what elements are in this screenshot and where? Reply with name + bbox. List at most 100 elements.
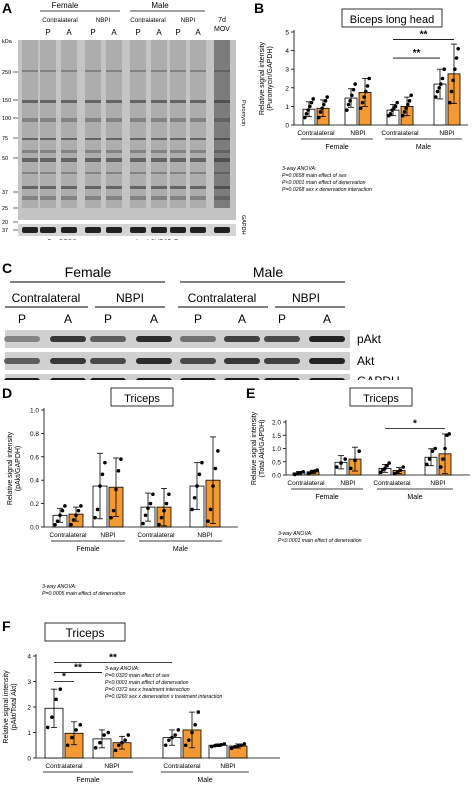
blot-band [22,172,38,174]
sex-label: Male [253,264,284,280]
blot-band [50,358,86,364]
kda-marker: 50 [2,156,8,162]
data-point [196,710,201,714]
data-point [323,99,328,103]
y-tick-label: 5 [285,30,289,37]
data-point [435,89,440,94]
kda-marker: 100 [2,116,11,122]
anova-text: P=0.0372 sex x treatment interaction [105,687,190,693]
legend-a: A = ACVR2B-Fc [135,239,182,240]
panel-label: B [254,0,265,16]
blot-band [190,138,206,140]
gapdh-band [106,227,122,233]
anova-text: 3-way ANOVA: [42,584,77,590]
significance-label: ** [420,29,428,40]
data-point [120,740,124,745]
blot-band [130,100,146,103]
y-tick-label: 1.0 [30,408,39,415]
data-point [170,735,174,740]
data-point [401,113,405,118]
y-axis-label: (pAkt/Total Akt) [11,683,18,730]
data-point [236,744,240,748]
blot-band [40,172,56,174]
panel-d: D Triceps 0.0 0.2 0.4 0.6 0.8 1.0 Relative sign… [0,385,242,610]
blot-band [22,100,38,103]
data-point [187,738,191,742]
sex-label: Male [416,144,431,151]
blot-band [224,358,260,364]
data-point [365,84,370,88]
data-point [58,687,63,691]
y-tick-label: 0.0 [272,473,281,480]
data-point [447,432,451,436]
gapdh-band [130,227,146,233]
data-point [65,743,70,748]
anova-text: P=0.0268 sex x denervation interaction [282,187,372,193]
blot-band [151,138,167,140]
anova-text: P=0.0260 sex x denervation x treatment i… [105,694,222,700]
panel-label: F [2,618,11,634]
lane-label: A [150,312,158,326]
data-point [395,470,400,474]
blot-band [61,186,77,189]
y-tick-label: 3 [285,67,289,74]
chart-title: Triceps [363,393,399,405]
sex-label: Male [197,777,212,784]
blot-band [170,118,186,122]
blot-band [85,70,101,72]
data-point [320,106,324,111]
blot-band [106,186,122,189]
kda-marker: 37 [2,190,8,196]
data-point [401,465,405,469]
y-tick-label: 0 [27,756,31,763]
data-point [402,110,407,114]
data-point [242,742,247,746]
y-tick-label: 4 [27,654,31,661]
blot-lane [151,40,167,208]
data-point [76,508,81,513]
data-point [335,465,339,469]
anova-text: P<0.0001 main effect of denervation [278,538,362,544]
anova-text: 3-way ANOVA: [105,666,140,672]
triceps-total-akt-chart: Triceps 0.0 0.5 1.0 1.5 2.0 Relative signal in… [251,387,470,544]
significance-label: ** [413,48,421,59]
data-point [146,506,150,511]
data-point [308,104,312,109]
blot-band [4,378,40,380]
blot-lane [190,40,206,208]
data-point [162,508,166,513]
data-point [350,93,354,98]
blot-band [22,196,38,200]
data-point [425,462,429,467]
data-point [387,461,391,465]
blot-band [106,172,122,174]
panel-e: E Triceps 0.0 0.5 1.0 1.5 2.0 Relative signal … [244,385,474,610]
blot-band [40,118,56,122]
gapdh-band [170,227,186,233]
data-point [383,466,387,471]
y-tick-label: 0.4 [30,478,39,485]
blot-band [40,70,56,72]
data-point [385,463,389,468]
blot-band [22,70,38,72]
kda-marker: 250 [2,70,11,76]
lane-label: P [104,312,112,326]
data-point [430,449,435,453]
data-point [71,518,76,522]
lane-label: P [18,312,26,326]
blot-band [85,196,101,200]
blot-band [170,100,186,103]
lane-label: P [278,312,286,326]
data-point [233,744,237,749]
blot-band [151,172,167,174]
data-point [311,97,315,101]
y-axis-label: Relative signal intensity [3,670,10,744]
x-tick-label: Contralateral [297,130,335,137]
data-point [346,102,351,107]
data-point [113,748,118,753]
data-point [103,460,107,465]
panel-a: A kDa Female Male Contralateral NBPI Contrala… [0,0,250,240]
kda-marker: 37 [2,228,8,234]
data-point [317,115,321,120]
gapdh-band [190,227,206,233]
